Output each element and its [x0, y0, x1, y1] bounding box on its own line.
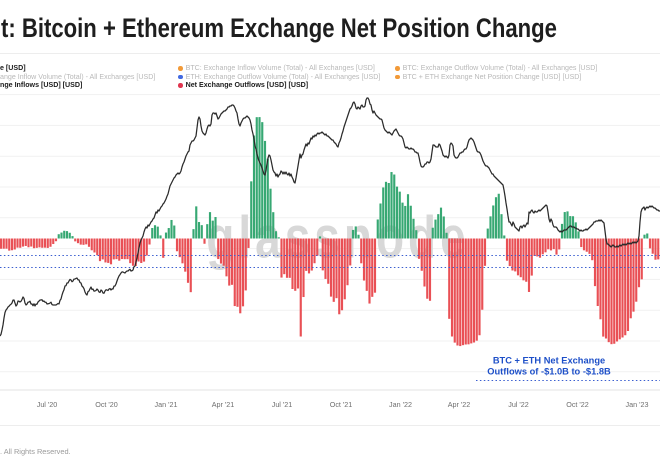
svg-text:BTC + ETH Net Exchange: BTC + ETH Net Exchange — [493, 356, 605, 366]
svg-text:Outflows of -$1.0B to -$1.8B: Outflows of -$1.0B to -$1.8B — [487, 367, 611, 377]
